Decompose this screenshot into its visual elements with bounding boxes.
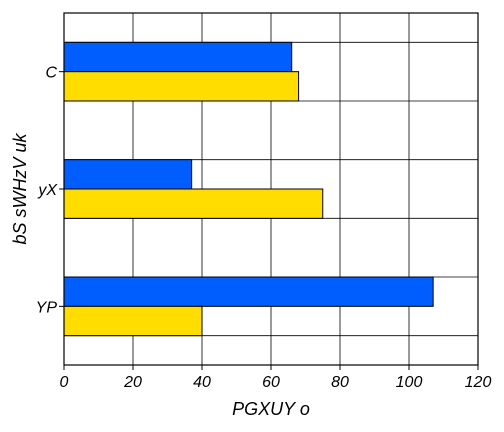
bar: [63, 41, 293, 73]
x-axis-ticks: 0 20 40 60 80 100 120: [60, 365, 492, 391]
y-axis-title: bS sWHzV uk: [10, 132, 30, 244]
y-axis-ticks: CyX YP: [36, 65, 64, 316]
x-axis-title: PGXUY o: [232, 399, 310, 419]
x-tick-label: 120: [465, 374, 492, 391]
y-tick-label: YP: [36, 299, 58, 316]
bar: [63, 159, 193, 190]
bar: [63, 188, 324, 219]
bar: [63, 305, 203, 337]
bar: [63, 276, 434, 307]
x-tick-label: 60: [262, 374, 280, 391]
y-tick-label: C: [45, 65, 57, 82]
x-tick-label: 80: [331, 374, 349, 391]
x-tick-label: 0: [60, 374, 69, 391]
x-tick-label: 100: [396, 374, 423, 391]
x-tick-label: 40: [193, 374, 211, 391]
bar: [63, 71, 300, 102]
bars: [63, 41, 434, 337]
x-tick-label: 20: [123, 374, 142, 391]
y-tick-label: yX: [37, 182, 58, 199]
